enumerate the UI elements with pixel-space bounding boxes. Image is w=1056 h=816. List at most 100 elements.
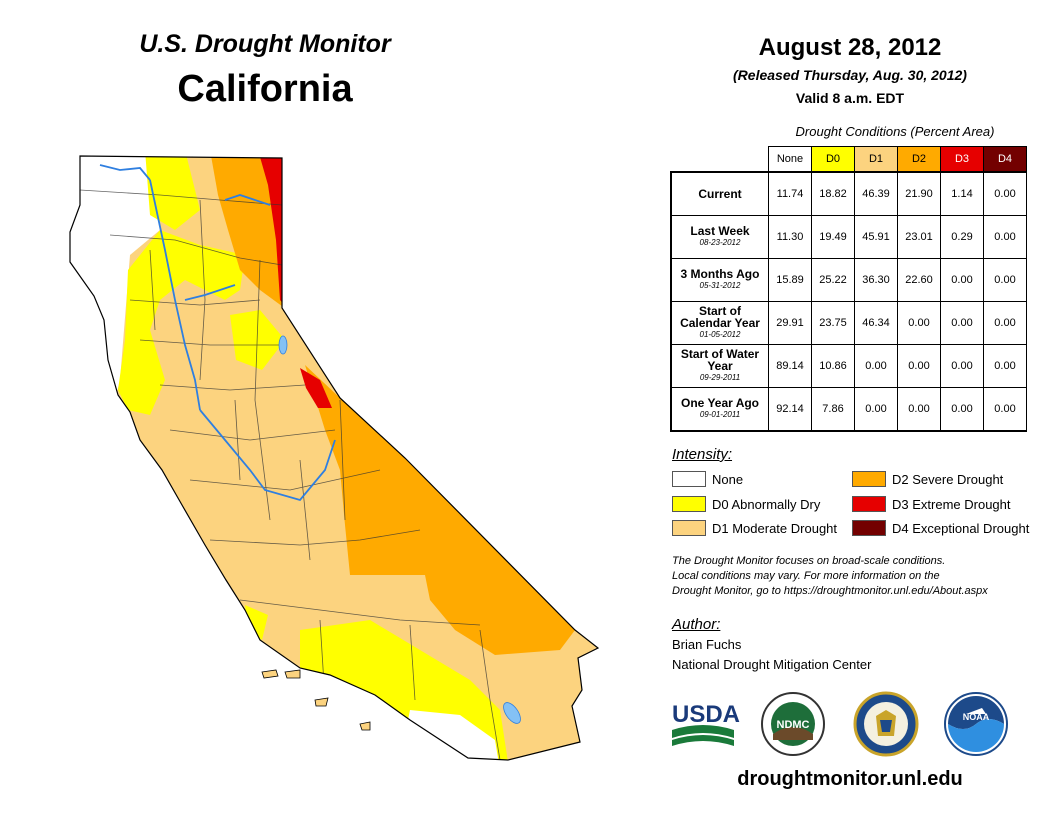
cell: 0.00 xyxy=(940,344,984,388)
table-row: One Year Ago 09-01-2011 92.14 7.86 0.00 0… xyxy=(670,387,1027,432)
cell: 11.74 xyxy=(768,171,812,216)
legend-swatch xyxy=(672,520,706,536)
row-label: 3 Months Ago 05-31-2012 xyxy=(670,258,769,302)
legend-item-d0: D0 Abnormally Dry xyxy=(672,495,820,513)
cell: 0.29 xyxy=(940,215,984,259)
cell: 46.34 xyxy=(854,301,898,345)
state-title: California xyxy=(177,68,353,110)
cell: 21.90 xyxy=(897,171,941,216)
legend-label: D1 Moderate Drought xyxy=(712,520,838,536)
legend-label: D4 Exceptional Drought xyxy=(892,520,1030,536)
col-d0: D0 xyxy=(811,146,855,173)
cell: 0.00 xyxy=(983,258,1027,302)
cell: 89.14 xyxy=(768,344,812,388)
legend-item-d3: D3 Extreme Drought xyxy=(852,495,1011,513)
table-row: 3 Months Ago 05-31-2012 15.89 25.22 36.30… xyxy=(670,258,1027,302)
table-row: Current 11.74 18.82 46.39 21.90 1.14 0.0… xyxy=(670,171,1027,216)
noaa-logo: NOAA xyxy=(944,692,1008,756)
map-date: August 28, 2012 xyxy=(758,34,942,61)
svg-text:USDA: USDA xyxy=(672,701,740,728)
cell: 0.00 xyxy=(897,301,941,345)
row-date: 08-23-2012 xyxy=(699,238,741,247)
table-corner xyxy=(671,147,769,173)
row-label: Start of Water Year 09-29-2011 xyxy=(670,344,769,388)
ndmc-logo: NDMC xyxy=(761,692,825,756)
cell: 25.22 xyxy=(811,258,855,302)
note-line[interactable]: Drought Monitor, go to https://droughtmo… xyxy=(672,585,988,597)
channel-islands xyxy=(261,669,371,731)
legend-swatch xyxy=(672,496,706,512)
cell: 18.82 xyxy=(811,171,855,216)
row-date: 05-31-2012 xyxy=(699,281,741,290)
cell: 46.39 xyxy=(854,171,898,216)
cell: 1.14 xyxy=(940,171,984,216)
legend-swatch xyxy=(852,520,886,536)
svg-text:NOAA: NOAA xyxy=(963,712,990,722)
legend-item-d4: D4 Exceptional Drought xyxy=(852,519,1029,537)
legend-label: D3 Extreme Drought xyxy=(892,496,1011,512)
svg-text:NDMC: NDMC xyxy=(777,719,810,731)
drought-conditions-table: None D0 D1 D2 D3 D4 Current 11.74 18.82 … xyxy=(670,146,1027,432)
cell: 0.00 xyxy=(897,344,941,388)
author-title: Author: xyxy=(672,616,721,633)
cell: 0.00 xyxy=(897,387,941,432)
author-org: National Drought Mitigation Center xyxy=(672,657,872,672)
row-date: 09-01-2011 xyxy=(699,410,741,419)
table-header-row: None D0 D1 D2 D3 D4 xyxy=(671,146,1027,173)
lake-tahoe xyxy=(278,335,288,355)
cell: 0.00 xyxy=(940,301,984,345)
rivers xyxy=(99,164,336,502)
cell: 29.91 xyxy=(768,301,812,345)
legend-label: D2 Severe Drought xyxy=(892,471,1004,487)
legend-swatch xyxy=(852,496,886,512)
usda-logo: USDA xyxy=(672,701,740,746)
cell: 0.00 xyxy=(983,171,1027,216)
salton-sea xyxy=(503,702,521,724)
cell: 11.30 xyxy=(768,215,812,259)
cell: 22.60 xyxy=(897,258,941,302)
valid-time: Valid 8 a.m. EDT xyxy=(795,90,905,106)
series-title: U.S. Drought Monitor xyxy=(139,30,391,58)
d0-region-north xyxy=(145,156,200,230)
author-name: Brian Fuchs xyxy=(672,637,742,652)
col-d4: D4 xyxy=(983,146,1027,173)
table-caption: Drought Conditions (Percent Area) xyxy=(795,124,995,139)
row-label: Current xyxy=(670,171,769,216)
cell: 36.30 xyxy=(854,258,898,302)
cell: 15.89 xyxy=(768,258,812,302)
cell: 92.14 xyxy=(768,387,812,432)
row-label: One Year Ago 09-01-2011 xyxy=(670,387,769,432)
col-none: None xyxy=(768,146,812,173)
county-boundaries xyxy=(79,189,501,760)
disclaimer-note: The Drought Monitor focuses on broad-sca… xyxy=(672,554,1052,599)
note-line: Local conditions may vary. For more info… xyxy=(672,570,940,582)
note-line: The Drought Monitor focuses on broad-sca… xyxy=(672,555,946,567)
legend-swatch xyxy=(852,471,886,487)
legend-item-none: None xyxy=(672,470,743,488)
website-link[interactable]: droughtmonitor.unl.edu xyxy=(737,768,963,790)
d3-region-eastern-sierra xyxy=(300,368,332,408)
cell: 0.00 xyxy=(854,344,898,388)
legend-item-d1: D1 Moderate Drought xyxy=(672,519,837,537)
legend-label: None xyxy=(712,471,744,487)
cell: 45.91 xyxy=(854,215,898,259)
california-drought-map xyxy=(69,155,600,761)
legend-label: D0 Abnormally Dry xyxy=(712,496,821,512)
col-d1: D1 xyxy=(854,146,898,173)
d0-region-sacramento xyxy=(118,230,245,415)
cell: 23.01 xyxy=(897,215,941,259)
cell: 0.00 xyxy=(983,215,1027,259)
row-date: 01-05-2012 xyxy=(699,330,741,339)
cell: 0.00 xyxy=(983,301,1027,345)
state-outline xyxy=(69,155,600,761)
cell: 19.49 xyxy=(811,215,855,259)
cell: 0.00 xyxy=(940,258,984,302)
cell: 0.00 xyxy=(940,387,984,432)
cell: 0.00 xyxy=(983,344,1027,388)
row-label: Start of Calendar Year 01-05-2012 xyxy=(670,301,769,345)
col-d2: D2 xyxy=(897,146,941,173)
row-date: 09-29-2011 xyxy=(699,373,741,382)
cell: 0.00 xyxy=(854,387,898,432)
legend-title: Intensity: xyxy=(672,446,733,463)
cell: 0.00 xyxy=(983,387,1027,432)
